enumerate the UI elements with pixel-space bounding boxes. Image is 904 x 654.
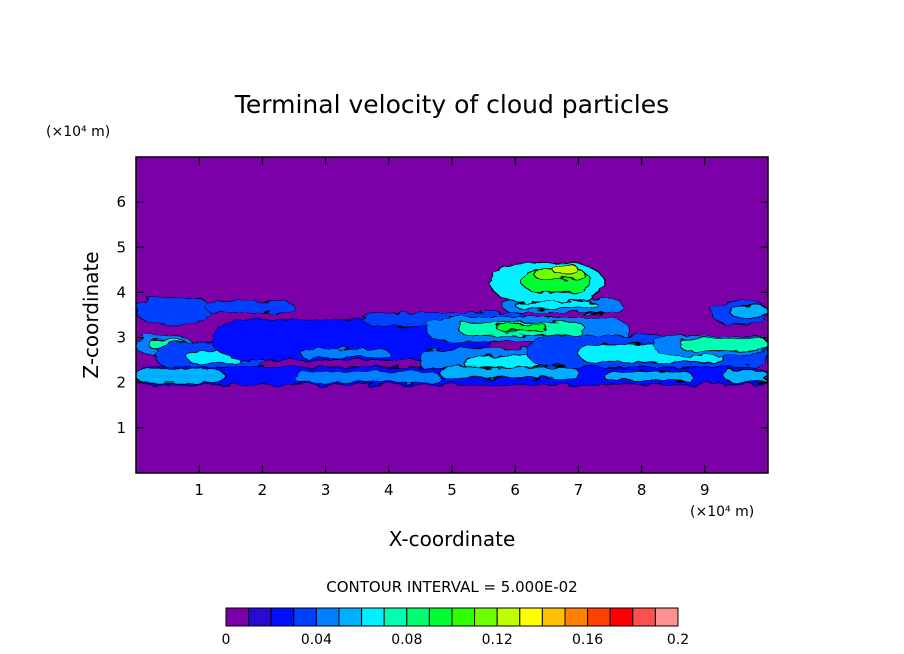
y-axis-unit: (×10⁴ m) xyxy=(46,124,110,140)
colorbar-swatch xyxy=(383,607,408,627)
y-tick-label: 1 xyxy=(116,419,126,437)
contour-region xyxy=(679,337,768,352)
colorbar-tick-label: 0.04 xyxy=(301,632,332,648)
contour-region xyxy=(136,296,213,325)
colorbar-swatch xyxy=(225,607,250,627)
chart-title: Terminal velocity of cloud particles xyxy=(234,90,669,119)
colorbar-swatch xyxy=(428,607,453,627)
colorbar-swatch xyxy=(361,607,385,627)
colorbar-tick-label: 0.16 xyxy=(572,632,603,648)
colorbar-ticks: 0 0.04 0.08 0.12 0.16 0.2 xyxy=(222,632,690,648)
colorbar-swatch xyxy=(406,607,430,627)
x-axis-unit: (×10⁴ m) xyxy=(690,504,754,520)
x-tick-label: 7 xyxy=(574,481,584,499)
y-tick-label: 2 xyxy=(116,374,126,392)
colorbar-swatch xyxy=(293,607,317,627)
colorbar-swatch xyxy=(338,607,363,627)
contour-region xyxy=(293,371,440,384)
x-tick-label: 9 xyxy=(700,481,710,499)
colorbar xyxy=(225,607,679,627)
x-tick-label: 3 xyxy=(321,481,331,499)
x-tick-label: 8 xyxy=(637,481,647,499)
contour-region xyxy=(136,368,225,384)
contour-region xyxy=(603,370,693,381)
colorbar-swatch xyxy=(654,607,679,627)
colorbar-tick-label: 0.08 xyxy=(391,632,422,648)
y-axis-ticks: 1 2 3 4 5 6 xyxy=(116,193,768,437)
colorbar-swatch xyxy=(270,607,295,627)
contour-region xyxy=(514,300,598,309)
contour-field xyxy=(136,262,768,386)
contour-region xyxy=(438,366,579,379)
contour-region xyxy=(723,368,768,384)
colorbar-tick-label: 0 xyxy=(222,632,231,648)
contour-region xyxy=(495,323,548,332)
colorbar-tick-label: 0.2 xyxy=(667,632,689,648)
y-tick-label: 5 xyxy=(116,238,126,256)
colorbar-swatch xyxy=(451,607,476,627)
colorbar-swatch xyxy=(564,607,589,627)
y-tick-label: 6 xyxy=(116,193,126,211)
colorbar-swatch xyxy=(609,607,634,627)
colorbar-swatch xyxy=(474,607,498,627)
x-tick-label: 4 xyxy=(384,481,394,499)
contour-region xyxy=(552,264,579,275)
colorbar-tick-label: 0.12 xyxy=(482,632,513,648)
colorbar-swatch xyxy=(496,607,521,627)
colorbar-swatch xyxy=(519,607,543,627)
contour-region xyxy=(300,348,390,359)
colorbar-swatch xyxy=(315,607,340,627)
x-tick-label: 6 xyxy=(510,481,520,499)
x-tick-label: 2 xyxy=(258,481,268,499)
colorbar-swatch xyxy=(541,607,566,627)
x-axis-label: X-coordinate xyxy=(389,527,516,551)
y-axis-label: Z-coordinate xyxy=(79,251,103,378)
x-tick-label: 5 xyxy=(447,481,457,499)
y-tick-label: 4 xyxy=(116,283,126,301)
x-axis-ticks: 1 2 3 4 5 6 7 8 9 xyxy=(194,157,710,499)
contour-interval-label: CONTOUR INTERVAL = 5.000E-02 xyxy=(326,578,577,596)
colorbar-swatch xyxy=(248,607,272,627)
x-tick-label: 1 xyxy=(194,481,204,499)
colorbar-swatch xyxy=(587,607,611,627)
contour-region xyxy=(729,305,768,318)
colorbar-swatch xyxy=(632,607,656,627)
contour-region xyxy=(205,301,295,314)
y-tick-label: 3 xyxy=(116,329,126,347)
